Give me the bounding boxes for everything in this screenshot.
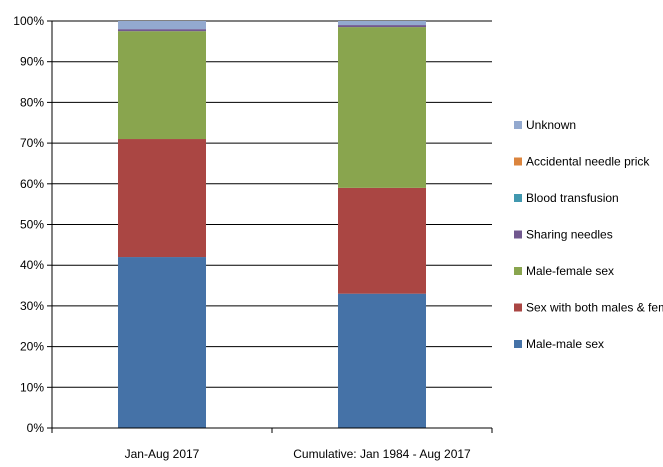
- bar-segment-sharing-needles: [118, 29, 206, 32]
- bar-segment-unknown: [338, 21, 426, 26]
- legend-label: Accidental needle prick: [526, 155, 650, 169]
- x-category-label: Jan-Aug 2017: [125, 447, 200, 461]
- y-tick-label: 20%: [20, 340, 44, 354]
- legend-swatch: [514, 267, 522, 275]
- legend-swatch: [514, 194, 522, 202]
- bar-segment-sex-with-both-males-and-females: [338, 187, 426, 294]
- legend-swatch: [514, 340, 522, 348]
- bar-segment-male-male-sex: [338, 293, 426, 428]
- bar-segment-sex-with-both-males-and-females: [118, 139, 206, 258]
- legend-swatch: [514, 121, 522, 129]
- y-tick-label: 50%: [20, 218, 44, 232]
- legend-swatch: [514, 230, 522, 239]
- y-tick-label: 0%: [27, 421, 45, 435]
- legend-label: Blood transfusion: [526, 191, 619, 205]
- bar-segment-sharing-needles: [338, 25, 426, 28]
- legend-label: Male-male sex: [526, 337, 604, 351]
- y-tick-label: 100%: [13, 14, 44, 28]
- bar-segment-male-male-sex: [118, 257, 206, 428]
- legend-item-male-female-sex: Male-female sex: [514, 264, 614, 278]
- y-tick-label: 60%: [20, 177, 44, 191]
- legend-item-unknown: Unknown: [514, 118, 576, 132]
- legend-item-male-male-sex: Male-male sex: [514, 337, 604, 351]
- bar-segment-unknown: [118, 21, 206, 30]
- y-tick-label: 30%: [20, 299, 44, 313]
- legend-item-blood-transfusion: Blood transfusion: [514, 191, 619, 205]
- bar-segment-male-female-sex: [118, 31, 206, 140]
- bar-segment-male-female-sex: [338, 27, 426, 188]
- legend-item-sharing-needles: Sharing needles: [514, 228, 613, 242]
- legend-swatch: [514, 157, 522, 166]
- legend-label: Unknown: [526, 118, 576, 132]
- y-tick-label: 40%: [20, 258, 44, 272]
- legend-label: Sharing needles: [526, 228, 613, 242]
- y-tick-label: 10%: [20, 380, 44, 394]
- bars: [118, 21, 426, 428]
- y-tick-label: 70%: [20, 136, 44, 150]
- x-category-label: Cumulative: Jan 1984 - Aug 2017: [293, 447, 471, 461]
- legend: Unknown Accidental needle prick Blood tran…: [514, 118, 663, 351]
- y-tick-label: 80%: [20, 95, 44, 109]
- axes: 0% 10% 20% 30% 40% 50% 60% 70% 80% 90% 100% Jan-Aug…: [13, 14, 493, 461]
- legend-swatch: [514, 303, 522, 312]
- y-tick-label: 90%: [20, 55, 44, 69]
- legend-label: Male-female sex: [526, 264, 614, 278]
- legend-item-accidental-needle-prick: Accidental needle prick: [514, 155, 650, 169]
